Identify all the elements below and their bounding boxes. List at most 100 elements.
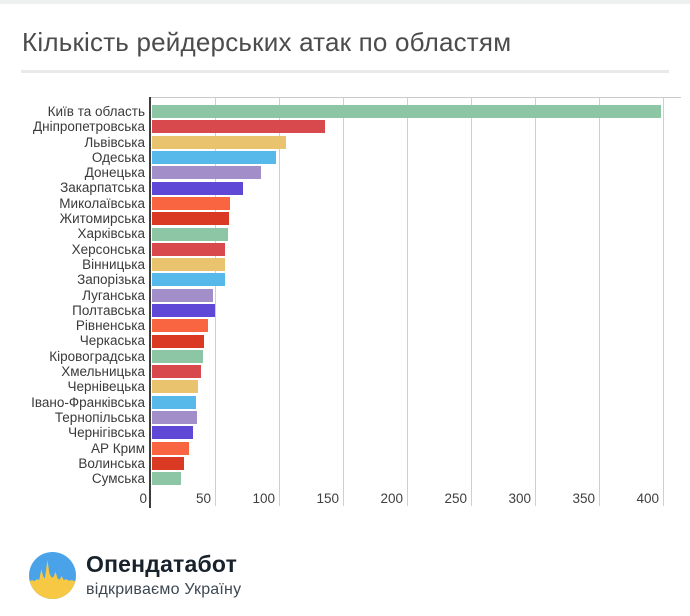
category-label: АР Крим (91, 440, 145, 456)
x-axis-tick-label: 400 (636, 491, 659, 506)
x-axis-tick-label: 200 (380, 491, 403, 506)
chart-row: Миколаївська (0, 196, 690, 211)
category-label: Київ та область (47, 104, 145, 119)
title-divider (21, 70, 669, 73)
plot-top-border (150, 97, 681, 98)
chart-row: Закарпатська (0, 180, 690, 195)
chart-bar (152, 472, 182, 486)
category-label: Чернівецька (67, 379, 145, 395)
chart-bar (152, 120, 325, 134)
chart-bar (152, 151, 277, 165)
chart-bar (152, 166, 261, 180)
category-label: Черкаська (79, 333, 145, 349)
x-gridline (343, 97, 344, 506)
chart-row: Івано-Франківська (0, 395, 690, 410)
y-axis-line (149, 97, 151, 508)
category-label: Сумська (91, 471, 145, 487)
category-label: Чернігівська (68, 425, 145, 441)
x-axis-tick-label: 350 (572, 491, 595, 506)
chart-row: Хмельницька (0, 364, 690, 379)
chart-bar (152, 456, 184, 470)
chart-bar (152, 258, 225, 272)
category-label: Житомирська (59, 211, 145, 227)
chart-row: Дніпропетровська (0, 119, 690, 134)
chart-bar (152, 426, 193, 440)
chart-bar (152, 196, 231, 210)
chart-row: Чернігівська (0, 425, 690, 440)
chart-row: Кіровоградська (0, 349, 690, 364)
chart-row: Рівненська (0, 318, 690, 333)
x-axis-tick-label: 0 (139, 491, 147, 506)
category-label: Хмельницька (61, 364, 145, 380)
category-label: Харківська (77, 226, 145, 242)
chart-bar (152, 365, 201, 379)
chart-bar (152, 227, 228, 241)
category-label: Полтавська (72, 302, 145, 318)
chart-row: Одеська (0, 150, 690, 165)
chart-bar (152, 319, 209, 333)
chart-bar (152, 349, 204, 363)
chart-bar (152, 273, 225, 287)
category-label: Івано-Франківська (31, 394, 145, 410)
raider-attacks-bar-chart: 0 50 100 150 200 250 300 350 400 Київ та область… (0, 97, 690, 508)
x-gridline (535, 97, 536, 506)
x-axis-tick-label: 50 (195, 491, 211, 506)
chart-row: Запорізька (0, 272, 690, 287)
chart-bar (152, 441, 190, 455)
category-label: Запорізька (77, 272, 145, 288)
chart-row: Тернопільська (0, 410, 690, 425)
chart-bar (152, 105, 662, 119)
category-label: Миколаївська (59, 195, 145, 211)
x-axis-tick-label: 250 (444, 491, 467, 506)
chart-row: Харківська (0, 226, 690, 241)
chart-row: Херсонська (0, 242, 690, 257)
window-top-strip (0, 0, 690, 4)
chart-bar (152, 334, 205, 348)
category-label: Донецька (84, 165, 145, 181)
chart-bar (152, 181, 243, 195)
x-gridline (599, 97, 600, 506)
category-label: Львівська (84, 134, 145, 150)
brand-tagline: відкриваємо Україну (86, 581, 242, 598)
x-axis-tick-label: 300 (508, 491, 531, 506)
chart-row: Донецька (0, 165, 690, 180)
brand-text-block: Опендатабот відкриваємо Україну (86, 551, 241, 599)
chart-row: Луганська (0, 288, 690, 303)
category-label: Кіровоградська (49, 348, 145, 364)
chart-row: Полтавська (0, 303, 690, 318)
x-gridline (407, 97, 408, 506)
brand-name: Опендатабот (86, 551, 238, 577)
x-gridline (471, 97, 472, 506)
x-gridline (279, 97, 280, 506)
chart-bar (152, 135, 287, 149)
brand-footer: Опендатабот відкриваємо Україну (29, 551, 241, 599)
chart-bar (152, 380, 199, 394)
category-label: Рівненська (75, 318, 145, 334)
category-label: Луганська (82, 287, 145, 303)
chart-bar (152, 242, 225, 256)
category-label: Тернопільська (54, 409, 145, 425)
chart-bar (152, 212, 229, 226)
x-gridline (663, 97, 664, 506)
chart-row: Черкаська (0, 333, 690, 348)
category-label: Вінницька (82, 256, 145, 272)
chart-row: АР Крим (0, 441, 690, 456)
page-title: Кількість рейдерських атак по областям (22, 27, 512, 57)
chart-bar (152, 395, 196, 409)
x-axis-tick-label: 150 (316, 491, 339, 506)
category-label: Одеська (91, 149, 145, 165)
chart-bar (152, 288, 214, 302)
chart-bar (152, 304, 215, 317)
chart-row: Київ та область (0, 104, 690, 119)
category-label: Закарпатська (60, 180, 145, 196)
chart-row: Львівська (0, 135, 690, 150)
chart-row: Чернівецька (0, 379, 690, 394)
x-axis-tick-label: 100 (252, 491, 275, 506)
category-label: Волинська (78, 455, 145, 471)
chart-row: Житомирська (0, 211, 690, 226)
chart-row: Сумська (0, 471, 690, 486)
bar-rows: Київ та область Дніпропетровська Львівська… (0, 104, 690, 486)
category-label: Херсонська (71, 241, 145, 257)
x-gridline (215, 97, 216, 506)
chart-row: Вінницька (0, 257, 690, 272)
